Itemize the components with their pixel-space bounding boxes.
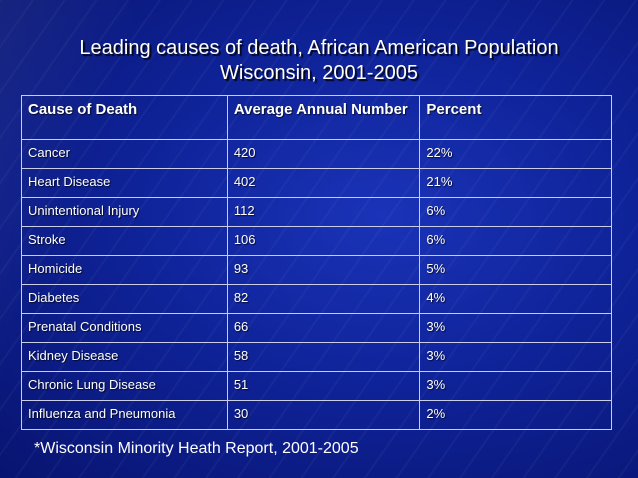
table-row: Homicide 93 5% (21, 255, 612, 285)
header-average-annual-number: Average Annual Number (226, 95, 421, 140)
cell-percent: 5% (419, 255, 612, 285)
cell-percent: 22% (419, 139, 612, 169)
header-percent: Percent (419, 95, 612, 140)
slide-title: Leading causes of death, African America… (0, 36, 638, 86)
table-row: Stroke 106 6% (21, 226, 612, 256)
cell-number: 402 (226, 168, 421, 198)
source-footnote: *Wisconsin Minority Heath Report, 2001-2… (34, 440, 359, 457)
slide-title-line-2: Wisconsin, 2001-2005 (220, 62, 418, 84)
cell-percent: 21% (419, 168, 612, 198)
table-row: Influenza and Pneumonia 30 2% (21, 400, 612, 430)
table-row: Diabetes 82 4% (21, 284, 612, 314)
cell-cause: Influenza and Pneumonia (21, 400, 228, 430)
cell-cause: Heart Disease (21, 168, 228, 198)
table-row: Heart Disease 402 21% (21, 168, 612, 198)
cell-number: 112 (226, 197, 421, 227)
cell-percent: 4% (419, 284, 612, 314)
cell-number: 106 (226, 226, 421, 256)
cell-cause: Chronic Lung Disease (21, 371, 228, 401)
cell-percent: 6% (419, 226, 612, 256)
cell-percent: 6% (419, 197, 612, 227)
slide-title-line-1: Leading causes of death, African America… (79, 37, 559, 59)
cell-cause: Diabetes (21, 284, 228, 314)
cell-number: 82 (226, 284, 421, 314)
cell-number: 58 (226, 342, 421, 372)
table-header-row: Cause of Death Average Annual Number Per… (21, 95, 612, 140)
cell-cause: Kidney Disease (21, 342, 228, 372)
table-row: Prenatal Conditions 66 3% (21, 313, 612, 343)
cell-percent: 2% (419, 400, 612, 430)
cell-cause: Prenatal Conditions (21, 313, 228, 343)
table-row: Chronic Lung Disease 51 3% (21, 371, 612, 401)
cell-cause: Stroke (21, 226, 228, 256)
header-cause-of-death: Cause of Death (21, 95, 228, 140)
table-row: Kidney Disease 58 3% (21, 342, 612, 372)
causes-of-death-table: Cause of Death Average Annual Number Per… (21, 95, 612, 430)
table-row: Unintentional Injury 112 6% (21, 197, 612, 227)
cell-percent: 3% (419, 342, 612, 372)
cell-number: 420 (226, 139, 421, 169)
cell-cause: Cancer (21, 139, 228, 169)
cell-number: 93 (226, 255, 421, 285)
table-row: Cancer 420 22% (21, 139, 612, 169)
cell-number: 30 (226, 400, 421, 430)
cell-cause: Homicide (21, 255, 228, 285)
cell-percent: 3% (419, 313, 612, 343)
cell-number: 66 (226, 313, 421, 343)
cell-number: 51 (226, 371, 421, 401)
cell-percent: 3% (419, 371, 612, 401)
cell-cause: Unintentional Injury (21, 197, 228, 227)
